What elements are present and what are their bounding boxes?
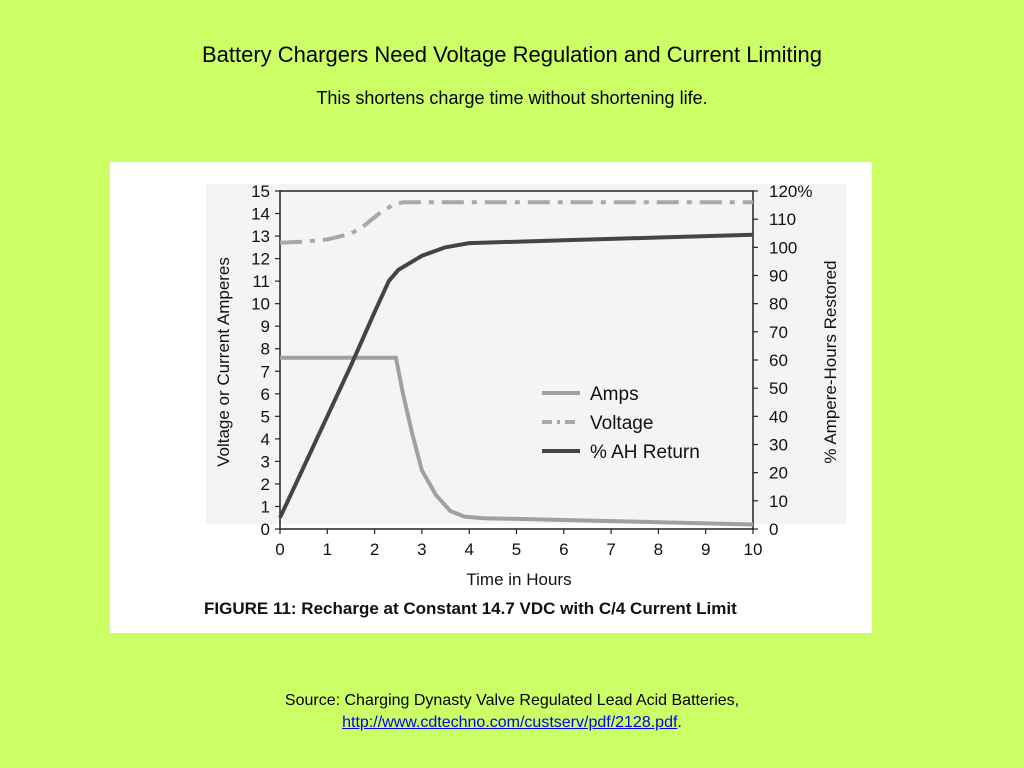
- x-tick-label: 10: [744, 540, 763, 559]
- charge-curve-chart: 0 1 2 3 4 5 6 7 8 9 100123456789101112131415010203…: [204, 182, 846, 618]
- series-line-voltage: [279, 200, 753, 245]
- legend-label: % AH Return: [590, 442, 700, 463]
- y-tick-label: 9: [261, 317, 270, 336]
- y2-tick-label: 70: [769, 323, 788, 342]
- y2-tick-label: 20: [769, 464, 788, 483]
- y-tick-label: 4: [261, 430, 270, 449]
- y-axis-label: Voltage or Current Amperes: [214, 257, 233, 467]
- source-text: Source: Charging Dynasty Valve Regulated…: [284, 692, 740, 709]
- y-tick-label: 10: [251, 295, 270, 314]
- x-tick-label: 7: [606, 540, 615, 559]
- y-tick-label: 8: [261, 340, 270, 359]
- x-tick-label: 9: [701, 540, 710, 559]
- y2-tick-label: 40: [769, 407, 788, 426]
- y-tick-label: 3: [261, 452, 270, 471]
- x-tick-label: 3: [417, 540, 426, 559]
- source-link[interactable]: http://www.cdtechno.com/custserv/pdf/212…: [342, 714, 678, 731]
- y-tick-label: 14: [251, 205, 270, 224]
- y2-tick-label: 120%: [769, 182, 812, 201]
- y2-axis-label: % Ampere-Hours Restored: [821, 260, 840, 463]
- source-end: .: [677, 714, 682, 731]
- figure-panel: 0 1 2 3 4 5 6 7 8 9 10 0 1 2 3 4 5 6 7 8 9 10 11 12 13 14 15 0 10 20 3…: [110, 162, 872, 633]
- y-tick-label: 13: [251, 227, 270, 246]
- y-tick-label: 2: [261, 475, 270, 494]
- y-tick-label: 1: [261, 497, 270, 516]
- figure-caption: FIGURE 11: Recharge at Constant 14.7 VDC…: [204, 599, 737, 618]
- x-tick-label: 0: [275, 540, 284, 559]
- x-tick-label: 5: [512, 540, 521, 559]
- y-tick-label: 0: [261, 520, 270, 539]
- legend-label: Amps: [590, 384, 639, 405]
- y2-tick-label: 10: [769, 492, 788, 511]
- y2-tick-label: 0: [769, 520, 778, 539]
- slide-subtitle: This shortens charge time without shorte…: [316, 88, 708, 108]
- y2-tick-label: 110: [769, 210, 796, 229]
- y2-tick-label: 90: [769, 267, 788, 286]
- series-line-ah-return: [278, 232, 754, 519]
- y2-tick-label: 60: [769, 351, 788, 370]
- x-tick-label: 1: [323, 540, 332, 559]
- x-tick-label: 8: [654, 540, 663, 559]
- series-line-amps: [280, 355, 754, 527]
- y-tick-label: 6: [261, 385, 270, 404]
- x-tick-label: 4: [464, 540, 473, 559]
- source-note: Source: Charging Dynasty Valve Regulated…: [0, 690, 1024, 734]
- y-tick-label: 11: [252, 272, 270, 291]
- y-tick-label: 12: [251, 250, 270, 269]
- x-tick-label: 6: [559, 540, 568, 559]
- legend-label: Voltage: [590, 413, 653, 434]
- y-tick-label: 7: [261, 362, 270, 381]
- x-axis-label: Time in Hours: [466, 570, 571, 589]
- slide-title: Battery Chargers Need Voltage Regulation…: [201, 42, 823, 67]
- y-tick-label: 5: [261, 407, 270, 426]
- y2-tick-label: 50: [769, 379, 788, 398]
- x-tick-label: 2: [370, 540, 379, 559]
- y2-tick-label: 30: [769, 436, 788, 455]
- y2-tick-label: 80: [769, 295, 788, 314]
- y-tick-label: 15: [251, 182, 270, 201]
- y2-tick-label: 100: [769, 238, 797, 257]
